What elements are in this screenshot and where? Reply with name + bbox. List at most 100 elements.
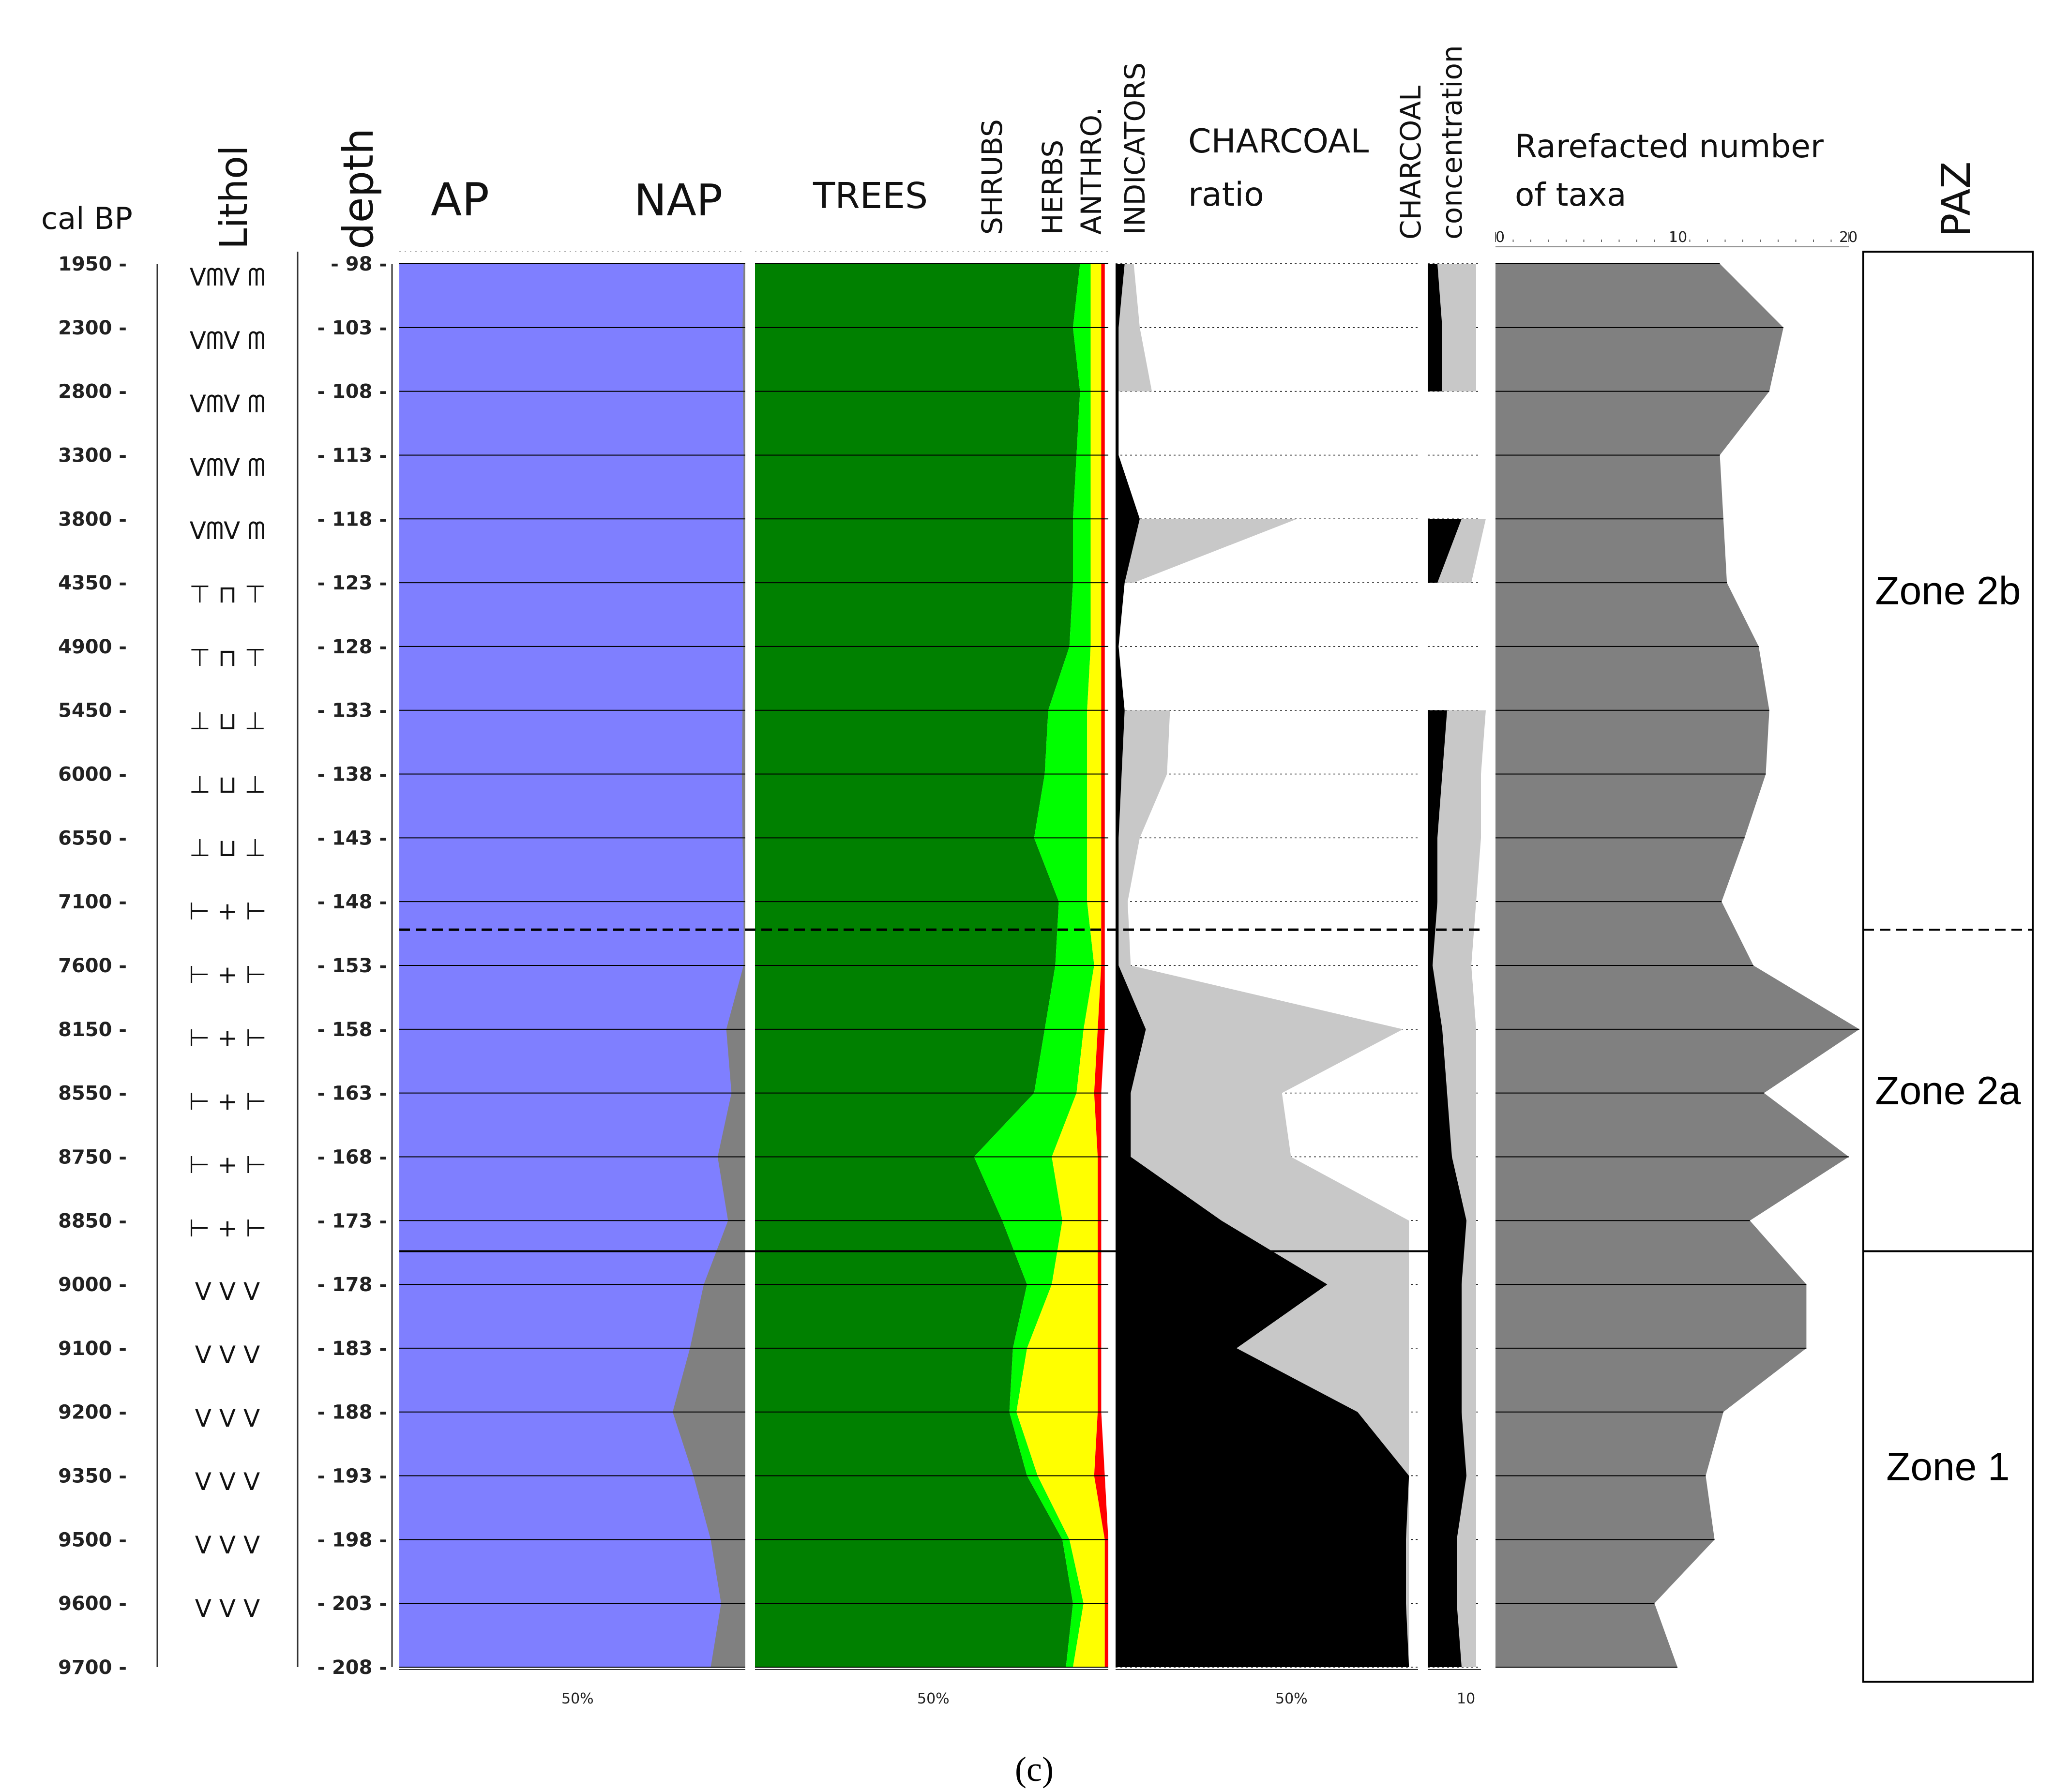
- lithology-symbol: ᐯ ᐯ ᐯ: [195, 1341, 260, 1369]
- cal-bp-tick: 7600 -: [58, 955, 127, 977]
- cal-bp-tick: 2300 -: [58, 317, 127, 339]
- lithology-symbol: ᐯᗰᐯ ᗰ: [190, 453, 266, 482]
- concentration-header: concentration: [1435, 45, 1468, 240]
- depth-tick: - 203 -: [317, 1593, 387, 1615]
- rarefacted-header: Rarefacted number: [1515, 128, 1824, 165]
- nap-header: NAP: [634, 175, 723, 226]
- cal-bp-tick: 8750 -: [58, 1146, 127, 1168]
- cal-bp-tick: 4900 -: [58, 636, 127, 658]
- herbs-header: HERBS: [1036, 140, 1069, 235]
- ratio-axis-50: 50%: [1275, 1690, 1308, 1707]
- conc-dark: [1428, 710, 1466, 1667]
- cal-bp-tick: 6550 -: [58, 827, 127, 849]
- rare-axis-10: 10: [1669, 229, 1687, 246]
- cal-bp-tick: 8850 -: [58, 1210, 127, 1232]
- depth-tick: - 133 -: [317, 700, 387, 722]
- lithology-symbol: ⊤ ⊓ ⊤: [189, 644, 266, 672]
- cal-bp-tick: 3800 -: [58, 508, 127, 530]
- cal-bp-tick: 9350 -: [58, 1465, 127, 1488]
- shrubs-header: SHRUBS: [976, 119, 1009, 235]
- cal-bp-tick: 4350 -: [58, 572, 127, 594]
- charcoal-ratio-dark: [1116, 264, 1409, 1667]
- lithology-symbol: ⊢ + ⊢: [189, 1087, 267, 1115]
- charcoal-header: CHARCOAL: [1188, 122, 1369, 161]
- lithology-symbol: ᐯ ᐯ ᐯ: [195, 1531, 260, 1559]
- cal-bp-tick: 2800 -: [58, 381, 127, 403]
- figure-caption: (c): [1015, 1750, 1054, 1789]
- of-taxa-header: of taxa: [1515, 176, 1626, 213]
- depth-tick: - 208 -: [317, 1656, 387, 1679]
- herbs-area: [1016, 264, 1105, 1667]
- lithology-symbol: ⊢ + ⊢: [189, 961, 267, 989]
- lithology-symbol: ᐯᗰᐯ ᗰ: [190, 327, 266, 355]
- lithology-symbol: ⊢ + ⊢: [189, 1214, 267, 1242]
- ratio-header: ratio: [1188, 176, 1264, 214]
- charcoal-concentration-panel: [1428, 263, 1486, 1670]
- lithology-symbol: ⊥ ⊔ ⊥: [189, 834, 266, 862]
- cal-bp-tick: 6000 -: [58, 764, 127, 786]
- rare-axis-0: 0: [1495, 229, 1505, 246]
- zone-label: Zone 1: [1886, 1445, 2009, 1489]
- lithology-symbol: ⊢ + ⊢: [189, 1151, 267, 1179]
- depth-axis: - 98 - - 103 - - 108 - - 113 - - 118 - - 123 …: [317, 253, 393, 1679]
- cal-bp-tick: 8550 -: [58, 1083, 127, 1105]
- depth-tick: - 153 -: [317, 955, 387, 977]
- zone-label: Zone 2a: [1875, 1069, 2021, 1113]
- conc-dark: [1428, 264, 1442, 392]
- lithology-symbol: ⊢ + ⊢: [189, 897, 267, 925]
- lithology-column: ᐯᗰᐯ ᗰ ᐯᗰᐯ ᗰ ᐯᗰᐯ ᗰ ᐯᗰᐯ ᗰ ᐯᗰᐯ ᗰ ⊤ ⊓ ⊤ ⊤ ⊓ ⊤ ⊥ ⊔ ⊥…: [156, 252, 299, 1667]
- rarefied-axis: [1495, 232, 1849, 242]
- depth-tick: - 148 -: [317, 891, 387, 913]
- depth-tick: - 188 -: [317, 1401, 387, 1424]
- conc-dark: [1428, 519, 1462, 583]
- depth-tick: - 103 -: [317, 317, 387, 339]
- lithology-symbol: ⊢ + ⊢: [189, 1024, 267, 1052]
- trees-axis-50: 50%: [917, 1690, 950, 1707]
- depth-tick: - 173 -: [317, 1210, 387, 1232]
- lithol-header: Lithol: [212, 145, 256, 249]
- paz-header: PAZ: [1933, 162, 1979, 237]
- lithology-symbol: ᐯ ᐯ ᐯ: [195, 1404, 260, 1432]
- lithology-symbol: ᐯᗰᐯ ᗰ: [190, 390, 266, 418]
- charcoal-ratio-light: [1116, 264, 1152, 392]
- cal-bp-tick: 9200 -: [58, 1401, 127, 1424]
- lithology-symbol: ⊥ ⊔ ⊥: [189, 770, 266, 798]
- cal-bp-tick: 9600 -: [58, 1593, 127, 1615]
- lithology-symbol: ᐯ ᐯ ᐯ: [195, 1278, 260, 1306]
- lithology-symbol: ᐯ ᐯ ᐯ: [195, 1595, 260, 1623]
- indicators-header: INDICATORS: [1118, 62, 1151, 235]
- cal-bp-tick: 3300 -: [58, 444, 127, 467]
- charcoal-conc-header: CHARCOAL: [1394, 86, 1427, 240]
- depth-header: depth: [334, 128, 383, 249]
- zone-label: Zone 2b: [1875, 569, 2021, 613]
- trees-panel: [755, 251, 1108, 1670]
- depth-tick: - 193 -: [317, 1465, 387, 1488]
- lithology-symbol: ⊥ ⊔ ⊥: [189, 707, 266, 735]
- lithology-symbol: ᐯ ᐯ ᐯ: [195, 1468, 260, 1496]
- depth-tick: - 178 -: [317, 1274, 387, 1296]
- cal-bp-tick: 9700 -: [58, 1656, 127, 1679]
- paz-column: Zone 2b Zone 2a Zone 1: [1862, 251, 2034, 1683]
- anthro-header: ANTHRO.: [1075, 107, 1108, 235]
- cal-bp-tick: 9100 -: [58, 1338, 127, 1360]
- cal-bp-header: cal BP: [41, 201, 133, 236]
- charcoal-ratio-light: [1116, 519, 1297, 583]
- depth-tick: - 198 -: [317, 1529, 387, 1551]
- cal-bp-tick: 8150 -: [58, 1019, 127, 1041]
- depth-tick: - 113 -: [317, 444, 387, 467]
- depth-tick: - 138 -: [317, 764, 387, 786]
- lithology-symbol: ᐯᗰᐯ ᗰ: [190, 517, 266, 545]
- zone-boundary-lines: [399, 928, 1481, 1252]
- rarefied-taxa-panel: [1495, 246, 1859, 1668]
- cal-bp-tick: 1950 -: [58, 253, 127, 275]
- depth-tick: - 163 -: [317, 1083, 387, 1105]
- cal-bp-tick: 5450 -: [58, 700, 127, 722]
- trees-header: TREES: [813, 175, 928, 217]
- cal-bp-tick: 7100 -: [58, 891, 127, 913]
- ap-header: AP: [431, 174, 489, 226]
- charcoal-ratio-panel: [1116, 263, 1418, 1670]
- ap-nap-panel: [399, 251, 745, 1670]
- conc-axis-10: 10: [1457, 1690, 1475, 1707]
- depth-tick: - 98 -: [331, 253, 387, 275]
